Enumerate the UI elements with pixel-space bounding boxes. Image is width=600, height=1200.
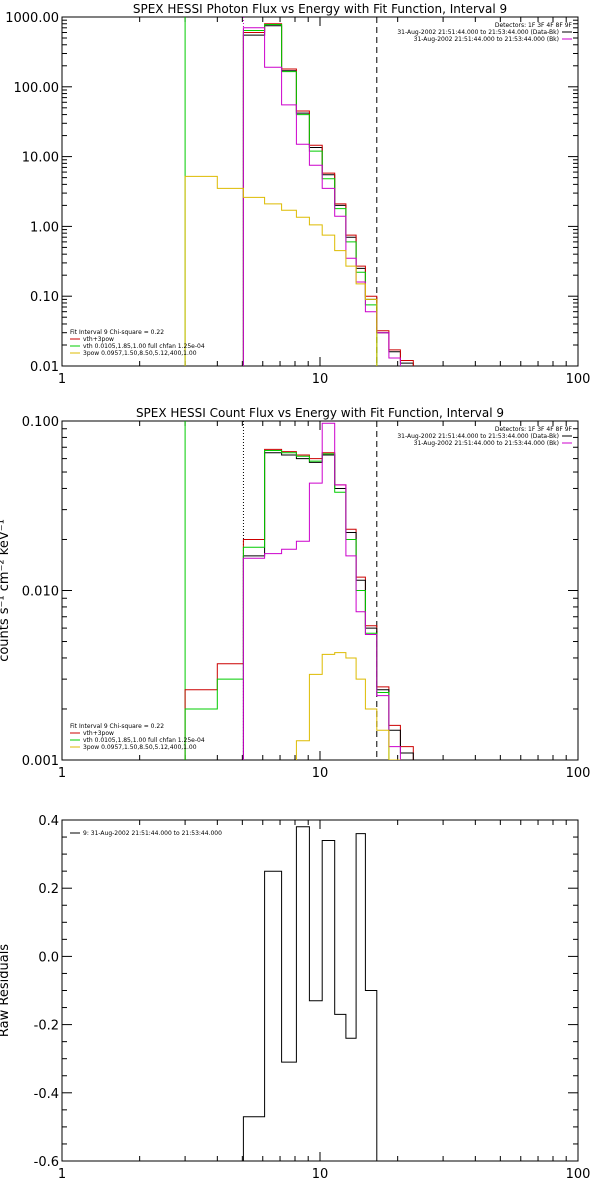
x-tick-label: 1 <box>58 766 66 781</box>
plot-frame <box>61 16 579 367</box>
x-tick-label: 1 <box>58 372 66 387</box>
legend-header: Detectors: 1F 3F 4F 8F 9F <box>495 426 573 433</box>
y-tick-label: -0.6 <box>34 1155 59 1170</box>
series-histogram <box>184 175 378 366</box>
series-histogram <box>242 25 414 366</box>
data-layer <box>242 826 378 1161</box>
y-tick-label: -0.2 <box>34 1019 59 1034</box>
fit-legend-entry: 3pow 0.0957,1.50,8.50,5.12,400,1.00 <box>83 350 197 357</box>
y-axis-label: Raw Residuals <box>0 944 12 1037</box>
series-histogram <box>295 652 401 760</box>
series-histogram <box>242 826 378 1161</box>
fit-legend-entry: vth 0.0105,1.85,1.00 full chfan 1.25e-04 <box>83 737 205 744</box>
y-tick-label: 0.010 <box>22 585 59 600</box>
y-tick-label: 0.001 <box>22 754 59 769</box>
series-histogram <box>184 450 390 760</box>
fit-legend-entry: vth+3pow <box>83 336 114 343</box>
fit-legend-entry: vth 0.0105,1.85,1.00 full chfan 1.25e-04 <box>83 343 205 350</box>
y-tick-label: 0.10 <box>30 290 59 305</box>
legend-entry: 9: 31-Aug-2002 21:51:44.000 to 21:53:44.… <box>83 830 222 837</box>
legend-header: Detectors: 1F 3F 4F 8F 9F <box>495 22 573 29</box>
fit-legend-entry: 3pow 0.0957,1.50,8.50,5.12,400,1.00 <box>83 744 197 751</box>
legend-entry: 31-Aug-2002 21:51:44.000 to 21:53:44.000… <box>414 440 559 447</box>
x-tick-label: 100 <box>566 766 591 781</box>
legend-entry: 31-Aug-2002 21:51:44.000 to 21:53:44.000… <box>414 36 559 43</box>
y-tick-label: 0.100 <box>22 415 59 430</box>
y-tick-label: 100.00 <box>14 81 60 96</box>
fit-legend-entry: vth+3pow <box>83 730 114 737</box>
y-tick-label: 1000.00 <box>5 11 59 26</box>
series-histogram <box>242 452 414 760</box>
plot-frame <box>61 420 579 761</box>
panel-2: SPEX HESSI Count Flux vs Energy with Fit… <box>0 406 590 781</box>
y-tick-label: 10.00 <box>22 151 59 166</box>
y-tick-label: 0.4 <box>38 814 59 829</box>
y-tick-label: 1.00 <box>30 220 59 235</box>
y-tick-label: 0.0 <box>38 950 59 965</box>
chart-title: SPEX HESSI Photon Flux vs Energy with Fi… <box>133 2 507 16</box>
y-axis-label: counts s⁻¹ cm⁻² keV⁻¹ <box>0 519 12 662</box>
x-tick-label: 100 <box>566 1167 591 1182</box>
legend-entry: 31-Aug-2002 21:51:44.000 to 21:53:44.000… <box>397 433 559 440</box>
x-tick-label: 100 <box>566 372 591 387</box>
series-histogram <box>242 24 378 366</box>
x-tick-label: 1 <box>58 1167 66 1182</box>
series-histogram <box>242 23 414 366</box>
series-histogram <box>242 422 401 760</box>
legend-entry: 31-Aug-2002 21:51:44.000 to 21:53:44.000… <box>397 29 559 36</box>
fit-legend-header: Fit Interval 9 Chi-square = 0.22 <box>70 723 164 730</box>
x-tick-label: 10 <box>312 372 329 387</box>
x-tick-label: 10 <box>312 1167 329 1182</box>
y-tick-label: 0.01 <box>30 360 59 375</box>
panel-1: SPEX HESSI Photon Flux vs Energy with Fi… <box>5 2 590 387</box>
fit-legend-header: Fit Interval 9 Chi-square = 0.22 <box>70 329 164 336</box>
plot-frame <box>61 819 579 1162</box>
data-layer <box>184 17 414 366</box>
y-tick-label: 0.2 <box>38 882 59 897</box>
series-histogram <box>184 448 414 760</box>
data-layer <box>184 421 414 760</box>
y-tick-label: -0.4 <box>34 1087 59 1102</box>
panel-3: Raw Residuals 1 10 100 0.4 0.2 0.0 -0.2 -0.4 -0.6… <box>0 814 590 1182</box>
chart-title: SPEX HESSI Count Flux vs Energy with Fit… <box>136 406 504 420</box>
x-tick-label: 10 <box>312 766 329 781</box>
